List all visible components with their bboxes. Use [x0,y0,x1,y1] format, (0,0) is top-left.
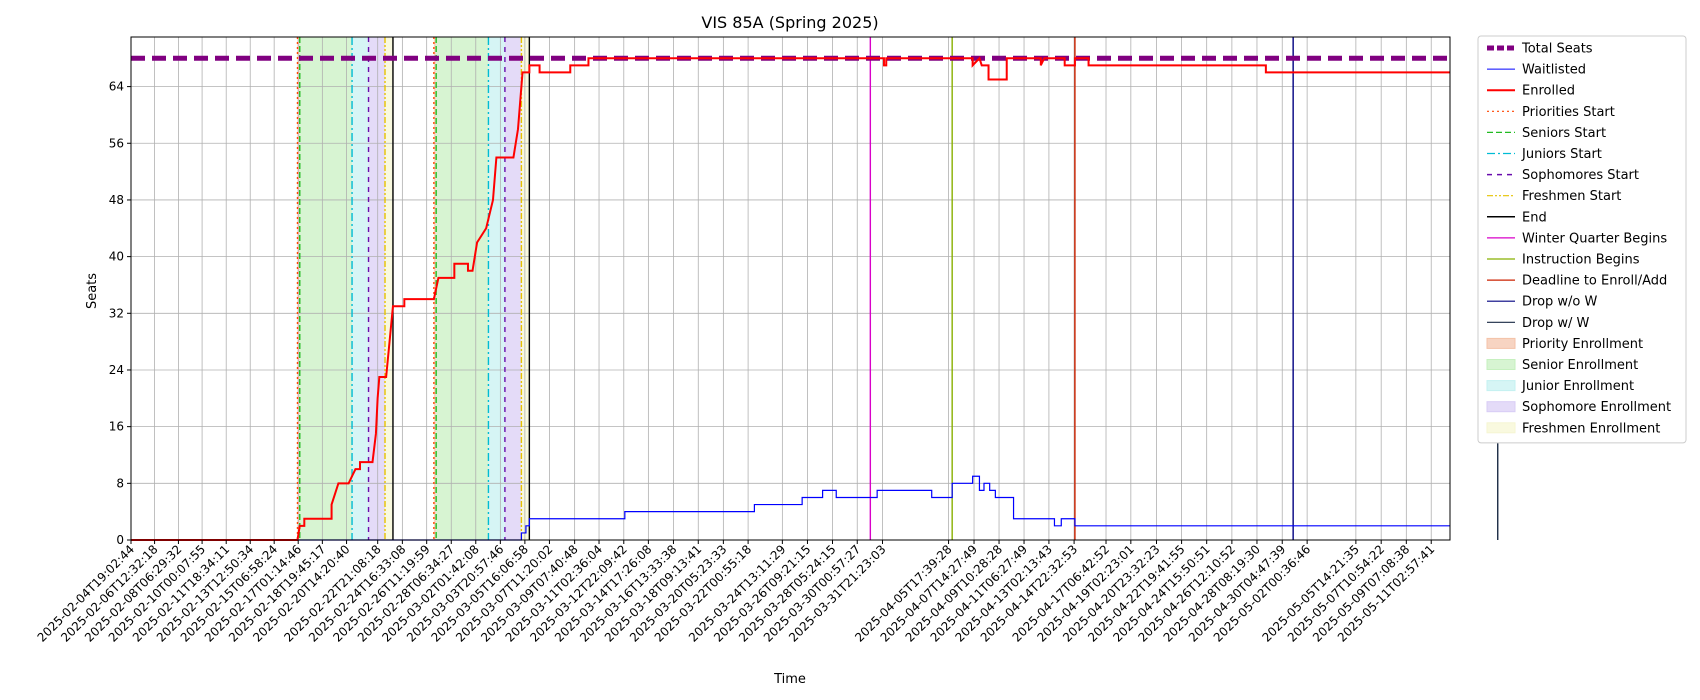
y-tick-label: 56 [109,136,124,150]
shaded-region [488,37,505,540]
chart-legend: Total Seats Waitlisted Enrolled Priorities … [1477,35,1687,444]
legend-label: Winter Quarter Begins [1522,231,1667,246]
y-tick-label: 32 [109,306,124,320]
legend-label: Junior Enrollment [1521,379,1634,394]
chart-title: VIS 85A (Spring 2025) [701,13,878,32]
legend-swatch [1486,337,1516,349]
x-axis-label: Time [773,672,806,687]
enrollment-shading [297,37,530,540]
plot-frame [130,36,1451,541]
plot-border [130,36,1451,541]
legend-label: Senior Enrollment [1522,358,1638,373]
legend-label: Seniors Start [1522,126,1606,141]
shaded-region [436,37,489,540]
shaded-region [433,37,437,540]
shaded-region [504,37,522,540]
shaded-region [385,37,393,540]
legend-label: Drop w/ W [1522,316,1590,331]
waitlisted-series-line [131,475,1450,541]
legend-label: Priorities Start [1522,105,1615,120]
legend-label: Sophomore Enrollment [1522,400,1671,415]
legend-label: Drop w/o W [1522,295,1598,310]
legend-box [1477,35,1687,444]
legend-label: Enrolled [1522,84,1575,99]
shaded-region [352,37,369,540]
legend-label: Total Seats [1521,42,1593,57]
legend-label: Deadline to Enroll/Add [1522,274,1667,289]
y-axis-ticks: 0 8 16 24 32 40 48 56 64 [109,80,131,547]
y-tick-label: 40 [109,250,124,264]
legend-swatch [1486,422,1516,434]
legend-swatch [1486,401,1516,413]
y-tick-label: 64 [109,80,124,94]
grid-lines [130,37,1450,541]
legend-label: Waitlisted [1522,63,1586,78]
legend-label: End [1522,210,1547,225]
legend-label: Freshmen Enrollment [1522,421,1660,436]
shaded-region [521,37,530,540]
legend-swatch [1486,359,1516,370]
y-tick-label: 16 [109,420,124,434]
legend-swatch [1486,380,1516,392]
legend-label: Instruction Begins [1522,253,1640,268]
legend-label: Freshmen Start [1522,189,1621,204]
x-axis-ticks: 2025-02-04T19:02:442025-02-06T12:32:1820… [35,540,1437,645]
shaded-region [297,37,300,540]
data-series [131,55,1450,541]
y-tick-label: 24 [109,363,124,377]
y-tick-label: 8 [116,476,124,490]
legend-label: Sophomores Start [1522,168,1639,183]
y-axis-label: Seats [85,273,100,309]
shaded-region [368,37,386,540]
legend-label: Juniors Start [1521,147,1602,162]
y-tick-label: 0 [116,533,124,547]
y-tick-label: 48 [109,193,124,207]
shaded-region [299,37,353,540]
enrolled-series-line [131,56,1450,541]
legend-label: Priority Enrollment [1522,337,1643,352]
